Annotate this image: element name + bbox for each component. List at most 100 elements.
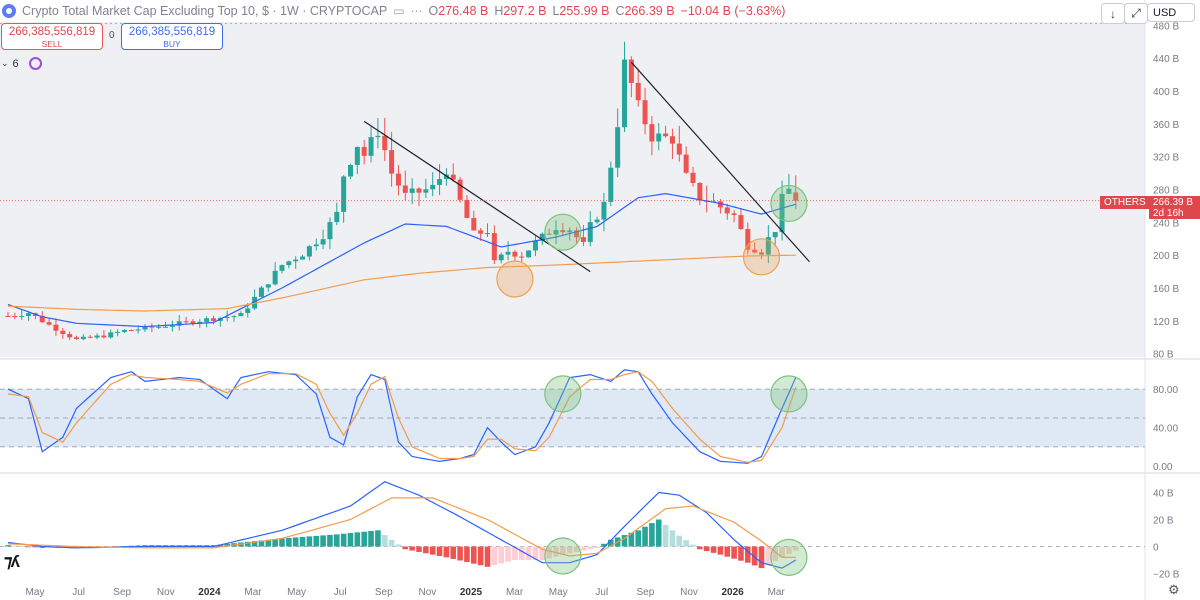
candle-body (108, 332, 114, 338)
low-value: 255.99 B (559, 4, 610, 18)
macd-histogram-bar (703, 546, 710, 552)
candle-body (306, 246, 312, 257)
candle-body (478, 230, 484, 234)
time-axis-tick: Jul (72, 587, 85, 598)
macd-histogram-bar (649, 523, 655, 547)
time-axis-tick: Sep (375, 587, 393, 598)
candle-body (471, 217, 477, 231)
macd-histogram-bar (18, 546, 25, 548)
candle-body (491, 233, 497, 261)
stoch-d-line (7, 371, 797, 463)
gear-icon[interactable]: ⚙ (1168, 582, 1180, 597)
macd-histogram-bar (436, 546, 443, 556)
candle-body (375, 135, 381, 138)
time-axis-tick: Nov (680, 587, 698, 598)
macd-histogram-bar (155, 545, 162, 547)
candle-body (697, 182, 703, 201)
macd-histogram-bar (608, 539, 614, 547)
stoch-axis-tick: 40.00 (1153, 424, 1178, 435)
currency-select[interactable]: USD (1147, 3, 1195, 22)
highlight-circle-orange (742, 238, 781, 276)
macd-histogram-bar (724, 546, 731, 557)
sell-button[interactable]: 266,385,556,819 SELL (1, 23, 103, 50)
indicators-toggle[interactable]: ⌄ 6 (1, 57, 42, 70)
macd-histogram-bar (587, 546, 594, 550)
candle-body (389, 150, 395, 174)
candle-body (546, 233, 552, 235)
macd-histogram-bar (662, 524, 669, 547)
candle-body (512, 251, 518, 257)
candle-body (334, 211, 340, 223)
highlight-circle-green (544, 537, 582, 575)
macd-histogram-bar (792, 546, 799, 551)
candle-body (560, 230, 566, 233)
download-icon: ↓ (1110, 6, 1116, 21)
ohlc-low: L255.99 B (552, 4, 609, 18)
price-axis-tick: 320 B (1153, 153, 1179, 164)
candle-body (628, 59, 634, 83)
macd-axis-tick: 40 B (1153, 489, 1174, 500)
macd-histogram-bar (210, 545, 217, 547)
candle-body (539, 233, 545, 241)
macd-histogram-bar (176, 545, 183, 547)
more-dots-icon[interactable]: ⋯ (410, 4, 423, 18)
candle-body (752, 249, 758, 253)
macd-histogram-bar (601, 543, 607, 547)
candle-body (211, 318, 216, 321)
candle-body (416, 188, 422, 193)
macd-histogram-bar (73, 546, 80, 548)
replay-icon[interactable] (28, 57, 42, 70)
price-axis-tick: 400 B (1153, 87, 1179, 98)
macd-histogram-bar (772, 546, 778, 561)
macd-histogram-bar (381, 535, 388, 547)
candle-body (683, 154, 689, 173)
open-value: 276.48 B (438, 4, 489, 18)
macd-histogram-bar (244, 541, 251, 547)
macd-histogram-bar (642, 526, 648, 547)
macd-histogram-bar (25, 546, 32, 548)
candle-body (622, 59, 627, 128)
time-axis-tick: Sep (113, 587, 131, 598)
macd-histogram-bar (498, 546, 504, 564)
candle-body (149, 326, 155, 328)
time-axis-tick: Mar (768, 587, 786, 598)
macd-histogram-bar (429, 546, 436, 555)
open-label: O (428, 4, 439, 18)
time-axis-tick: Mar (506, 587, 524, 598)
buy-button[interactable]: 266,385,556,819 BUY (121, 23, 223, 50)
candle-body (368, 137, 374, 156)
bar-countdown: 2d 16h (1153, 208, 1184, 219)
high-value: 297.2 B (503, 4, 547, 18)
candle-body (26, 313, 32, 316)
macd-histogram-bar (375, 530, 381, 547)
macd-histogram-bar (334, 534, 340, 547)
candle-body (348, 164, 353, 177)
candle-body (574, 230, 580, 238)
macd-histogram-bar (320, 535, 326, 547)
spread-value: 0 (109, 30, 115, 41)
macd-histogram-bar (683, 540, 689, 547)
macd-histogram-bar (299, 536, 306, 547)
macd-histogram-bar (635, 530, 641, 547)
indicator-count: 6 (12, 57, 19, 70)
macd-histogram-bar (573, 546, 580, 552)
macd-histogram-bar (518, 546, 525, 561)
stoch-axis-tick: 80.00 (1153, 385, 1178, 396)
candle-body (183, 321, 189, 323)
time-axis-tick: 2024 (198, 587, 221, 598)
last-price-tag: 266.39 B 2d 16h (1149, 196, 1200, 219)
macd-histogram-bar (457, 546, 463, 561)
macd-histogram-bar (512, 546, 518, 561)
symbol-title[interactable]: Crypto Total Market Cap Excluding Top 10… (22, 4, 388, 18)
candle-body (245, 308, 251, 314)
macd-histogram-bar (553, 546, 559, 557)
price-axis-tick: 80 B (1153, 350, 1174, 361)
fullscreen-button[interactable]: ⤢ (1124, 3, 1148, 24)
candle-body (642, 100, 648, 125)
macd-histogram-bar (258, 540, 265, 547)
candle-body (354, 147, 360, 165)
download-button[interactable]: ↓ (1101, 3, 1125, 24)
hide-icon[interactable]: ▭ (393, 4, 405, 18)
chart-header: Crypto Total Market Cap Excluding Top 10… (0, 0, 1090, 22)
